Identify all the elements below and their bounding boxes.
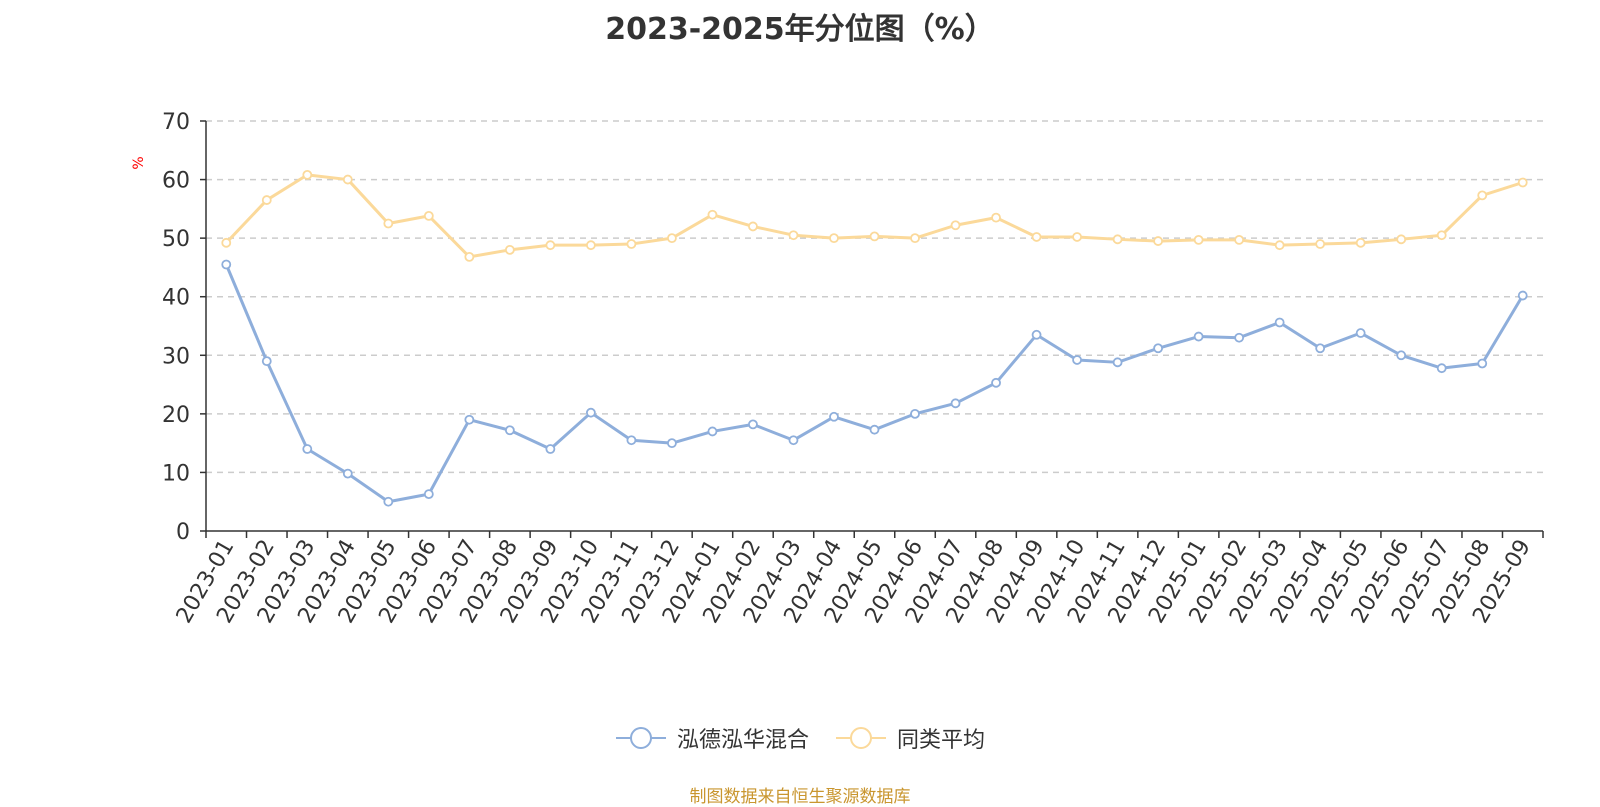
y-tick-label: 60 — [162, 169, 190, 194]
data-point-fund[interactable] — [991, 377, 1001, 388]
data-point-fund[interactable] — [707, 426, 718, 437]
data-point-peer-average[interactable] — [1436, 230, 1447, 241]
data-point-peer-average[interactable] — [707, 209, 718, 220]
data-point-peer-average[interactable] — [1153, 236, 1164, 246]
y-tick-label: 50 — [162, 227, 190, 252]
legend-label-peer-average: 同类平均 — [897, 728, 986, 753]
data-point-peer-average[interactable] — [991, 212, 1001, 223]
series-line-peer-average — [225, 173, 1524, 259]
data-point-fund[interactable] — [423, 489, 434, 500]
data-point-fund[interactable] — [261, 356, 272, 367]
data-point-fund[interactable] — [748, 419, 758, 430]
series-lines — [224, 173, 1525, 504]
legend-item-peer-average[interactable]: 同类平均 — [835, 722, 985, 754]
y-tick-label: 0 — [176, 520, 190, 545]
data-point-peer-average[interactable] — [585, 240, 596, 251]
source-note: 制图数据来自恒生聚源数据库 — [689, 787, 911, 807]
data-point-fund[interactable] — [504, 425, 515, 436]
data-point-peer-average[interactable] — [1031, 232, 1042, 242]
data-point-peer-average[interactable] — [869, 231, 880, 242]
data-point-fund[interactable] — [667, 438, 677, 449]
data-point-peer-average[interactable] — [1234, 234, 1245, 245]
data-point-peer-average[interactable] — [1315, 239, 1326, 249]
data-point-fund[interactable] — [1112, 357, 1123, 368]
data-point-fund[interactable] — [342, 468, 353, 479]
data-point-fund[interactable] — [626, 435, 637, 446]
data-point-peer-average[interactable] — [667, 233, 677, 244]
data-point-peer-average[interactable] — [342, 174, 353, 185]
data-point-fund[interactable] — [1517, 290, 1528, 301]
data-point-peer-average[interactable] — [1274, 240, 1285, 251]
legend-label-fund: 泓德泓华混合 — [676, 728, 809, 753]
data-point-fund[interactable] — [869, 424, 880, 435]
data-point-fund[interactable] — [1355, 328, 1366, 338]
legend-marker-fund-icon — [615, 727, 666, 749]
y-tick-label: 40 — [162, 286, 190, 311]
data-point-fund[interactable] — [1153, 343, 1164, 354]
data-point-peer-average[interactable] — [504, 244, 515, 255]
grid-lines — [206, 120, 1543, 474]
data-point-fund[interactable] — [1477, 358, 1488, 369]
y-tick-label: 20 — [162, 403, 190, 428]
data-point-peer-average[interactable] — [910, 233, 920, 244]
y-tick-label: 70 — [162, 110, 190, 135]
data-point-fund[interactable] — [1234, 332, 1245, 343]
legend-item-fund[interactable]: 泓德泓华混合 — [615, 722, 809, 754]
data-point-fund[interactable] — [221, 259, 232, 270]
data-point-peer-average[interactable] — [302, 169, 313, 180]
data-point-fund[interactable] — [302, 444, 313, 454]
data-point-fund[interactable] — [1193, 331, 1204, 342]
data-point-peer-average[interactable] — [1396, 234, 1407, 245]
data-point-fund[interactable] — [383, 496, 394, 507]
y-tick-label: 30 — [162, 344, 190, 369]
y-axis-unit-label: % — [131, 156, 147, 169]
data-point-fund[interactable] — [950, 398, 961, 409]
data-point-fund[interactable] — [1072, 355, 1082, 365]
data-point-peer-average[interactable] — [261, 195, 272, 205]
chart-legend: 泓德泓华混合 同类平均 — [0, 722, 1600, 754]
data-point-peer-average[interactable] — [423, 210, 434, 221]
chart-title: 2023-2025年分位图（%） — [605, 12, 995, 47]
data-point-fund[interactable] — [910, 408, 920, 419]
data-point-peer-average[interactable] — [950, 220, 961, 231]
data-point-peer-average[interactable] — [748, 221, 758, 232]
data-point-fund[interactable] — [1315, 343, 1326, 354]
data-point-peer-average[interactable] — [221, 237, 232, 248]
data-point-fund[interactable] — [1031, 329, 1042, 340]
data-point-peer-average[interactable] — [1477, 190, 1488, 201]
data-point-fund[interactable] — [829, 411, 839, 422]
data-point-peer-average[interactable] — [1517, 177, 1528, 188]
data-point-peer-average[interactable] — [383, 218, 394, 229]
data-point-fund[interactable] — [464, 414, 475, 425]
data-point-peer-average[interactable] — [1072, 232, 1082, 242]
data-point-peer-average[interactable] — [545, 240, 556, 251]
data-point-peer-average[interactable] — [788, 230, 799, 241]
data-point-peer-average[interactable] — [626, 239, 637, 249]
data-point-fund[interactable] — [545, 444, 556, 454]
data-point-fund[interactable] — [1274, 317, 1285, 328]
axes: 0102030405060702023-012023-022023-032023… — [162, 110, 1544, 628]
data-point-fund[interactable] — [788, 435, 799, 446]
data-point-peer-average[interactable] — [464, 251, 475, 262]
data-point-fund[interactable] — [1436, 363, 1447, 374]
data-points — [221, 169, 1528, 507]
data-point-peer-average[interactable] — [1112, 234, 1123, 245]
data-point-peer-average[interactable] — [1193, 234, 1204, 245]
data-point-peer-average[interactable] — [829, 233, 839, 244]
data-point-fund[interactable] — [585, 407, 596, 418]
series-line-fund — [224, 263, 1525, 504]
y-tick-label: 10 — [162, 461, 190, 486]
data-point-fund[interactable] — [1396, 350, 1407, 361]
legend-marker-peer-average-icon — [836, 727, 886, 749]
data-point-peer-average[interactable] — [1355, 237, 1366, 248]
